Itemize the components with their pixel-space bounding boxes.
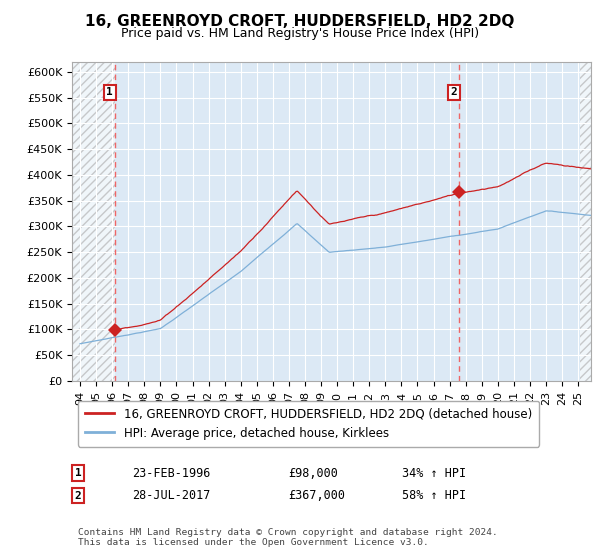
- Text: Price paid vs. HM Land Registry's House Price Index (HPI): Price paid vs. HM Land Registry's House …: [121, 27, 479, 40]
- Text: £98,000: £98,000: [288, 466, 338, 480]
- Text: 34% ↑ HPI: 34% ↑ HPI: [402, 466, 466, 480]
- Text: 16, GREENROYD CROFT, HUDDERSFIELD, HD2 2DQ: 16, GREENROYD CROFT, HUDDERSFIELD, HD2 2…: [85, 14, 515, 29]
- Legend: 16, GREENROYD CROFT, HUDDERSFIELD, HD2 2DQ (detached house), HPI: Average price,: 16, GREENROYD CROFT, HUDDERSFIELD, HD2 2…: [78, 401, 539, 447]
- Text: 58% ↑ HPI: 58% ↑ HPI: [402, 489, 466, 502]
- Bar: [580, 62, 591, 381]
- Text: 1: 1: [106, 87, 113, 97]
- Text: 2: 2: [74, 491, 82, 501]
- Text: 2: 2: [451, 87, 457, 97]
- Text: 28-JUL-2017: 28-JUL-2017: [132, 489, 211, 502]
- Text: Contains HM Land Registry data © Crown copyright and database right 2024.
This d: Contains HM Land Registry data © Crown c…: [78, 528, 498, 547]
- Text: 1: 1: [74, 468, 82, 478]
- Bar: [72, 62, 115, 381]
- Text: 23-FEB-1996: 23-FEB-1996: [132, 466, 211, 480]
- Text: £367,000: £367,000: [288, 489, 345, 502]
